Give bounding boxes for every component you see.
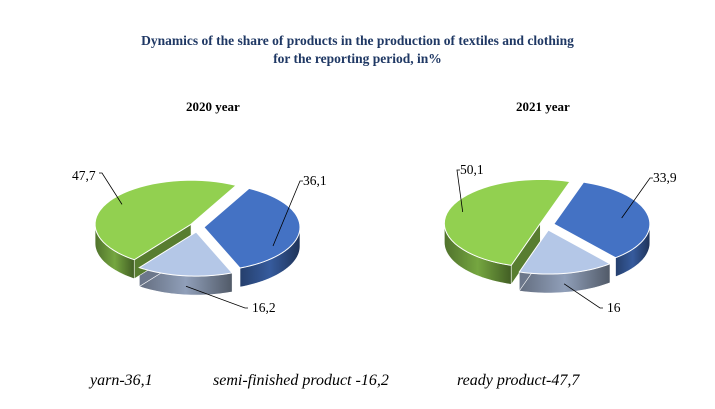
leader-line-semi-finished-product (185, 285, 248, 309)
data-label-ready-product: 47,7 (72, 168, 96, 183)
data-label-yarn: 33,9 (653, 170, 677, 185)
leader-line-yarn (272, 180, 303, 247)
chart-title-line-2: for the reporting period, in% (273, 51, 442, 66)
pie-slice-semi-finished-product (518, 229, 612, 275)
pie-slice-semi-finished-product (138, 231, 234, 277)
pie-2020: 36,1 16,2 47,7 (72, 168, 327, 315)
leader-line-semi-finished-product (563, 283, 603, 309)
data-label-semi-finished-product: 16,2 (252, 300, 276, 315)
chart-title-line-1: Dynamics of the share of products in the… (141, 33, 574, 48)
pie-2021: 33,9 16 50,1 (443, 162, 677, 315)
pie-slice-ready-product (443, 178, 571, 266)
leader-line-yarn (621, 177, 653, 219)
pie-slice-yarn (203, 187, 301, 269)
legend-ready: ready product-47,7 (457, 372, 580, 389)
chart-title: Dynamics of the share of products in the… (0, 32, 715, 68)
legend-semi-finished: semi-finished product -16,2 (213, 372, 389, 389)
data-label-yarn: 36,1 (303, 173, 327, 188)
leader-line-ready-product (99, 172, 123, 205)
pie-slice-yarn (553, 181, 651, 259)
data-label-semi-finished-product: 16 (607, 300, 621, 315)
legend-yarn: yarn-36,1 (90, 372, 153, 389)
pie-title-2021: 2021 year (516, 99, 570, 114)
data-label-ready-product: 50,1 (460, 162, 484, 177)
leader-line-ready-product (456, 169, 464, 213)
pie-title-2020: 2020 year (186, 99, 240, 114)
pie-slice-ready-product (94, 179, 238, 261)
